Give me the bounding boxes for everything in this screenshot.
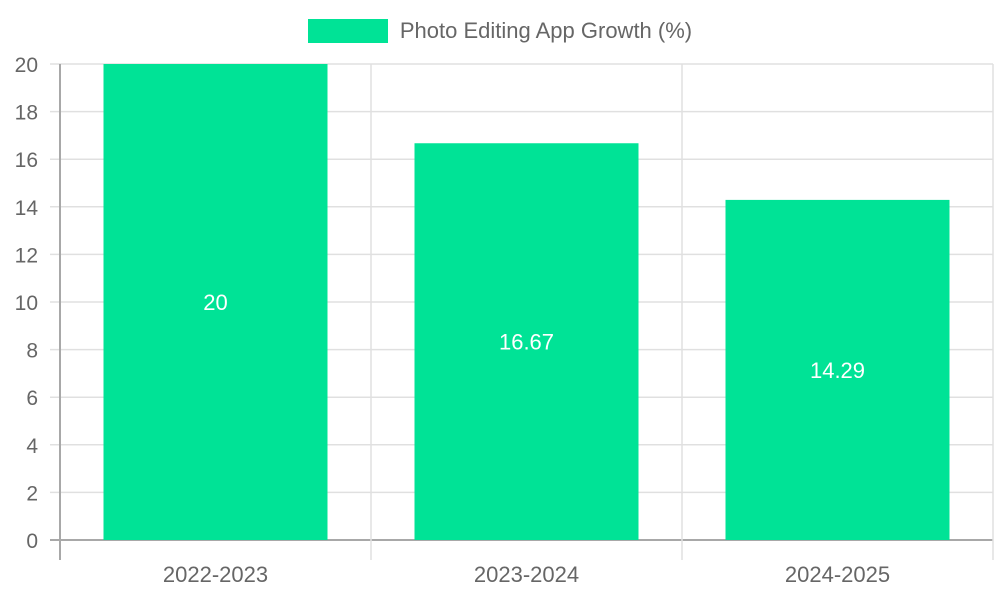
y-tick-label: 14 — [15, 197, 39, 220]
y-tick-label: 16 — [15, 149, 38, 172]
y-tick-label: 4 — [26, 435, 38, 458]
bar-2022-2023[interactable] — [103, 64, 328, 540]
bar-value-label: 20 — [203, 290, 227, 315]
legend-swatch — [307, 19, 388, 43]
y-tick-label: 2 — [26, 482, 38, 505]
bar-value-label: 16.67 — [499, 330, 554, 355]
x-tick-label: 2022-2023 — [163, 562, 268, 587]
chart-legend[interactable]: Photo Editing App Growth (%) — [0, 18, 1000, 44]
legend-label: Photo Editing App Growth (%) — [399, 18, 693, 43]
bar-2023-2024[interactable] — [414, 143, 639, 540]
y-tick-label: 0 — [26, 530, 38, 553]
y-tick-label: 10 — [15, 292, 38, 315]
bar-2024-2025[interactable] — [725, 199, 950, 540]
bar-value-label: 14.29 — [810, 358, 865, 383]
y-tick-label: 18 — [15, 102, 38, 125]
x-tick-label: 2024-2025 — [785, 562, 890, 587]
y-tick-label: 6 — [26, 387, 38, 410]
x-tick-label: 2023-2024 — [474, 562, 579, 587]
y-tick-label: 20 — [15, 54, 38, 77]
y-tick-label: 8 — [26, 340, 38, 363]
y-tick-label: 12 — [15, 244, 38, 267]
